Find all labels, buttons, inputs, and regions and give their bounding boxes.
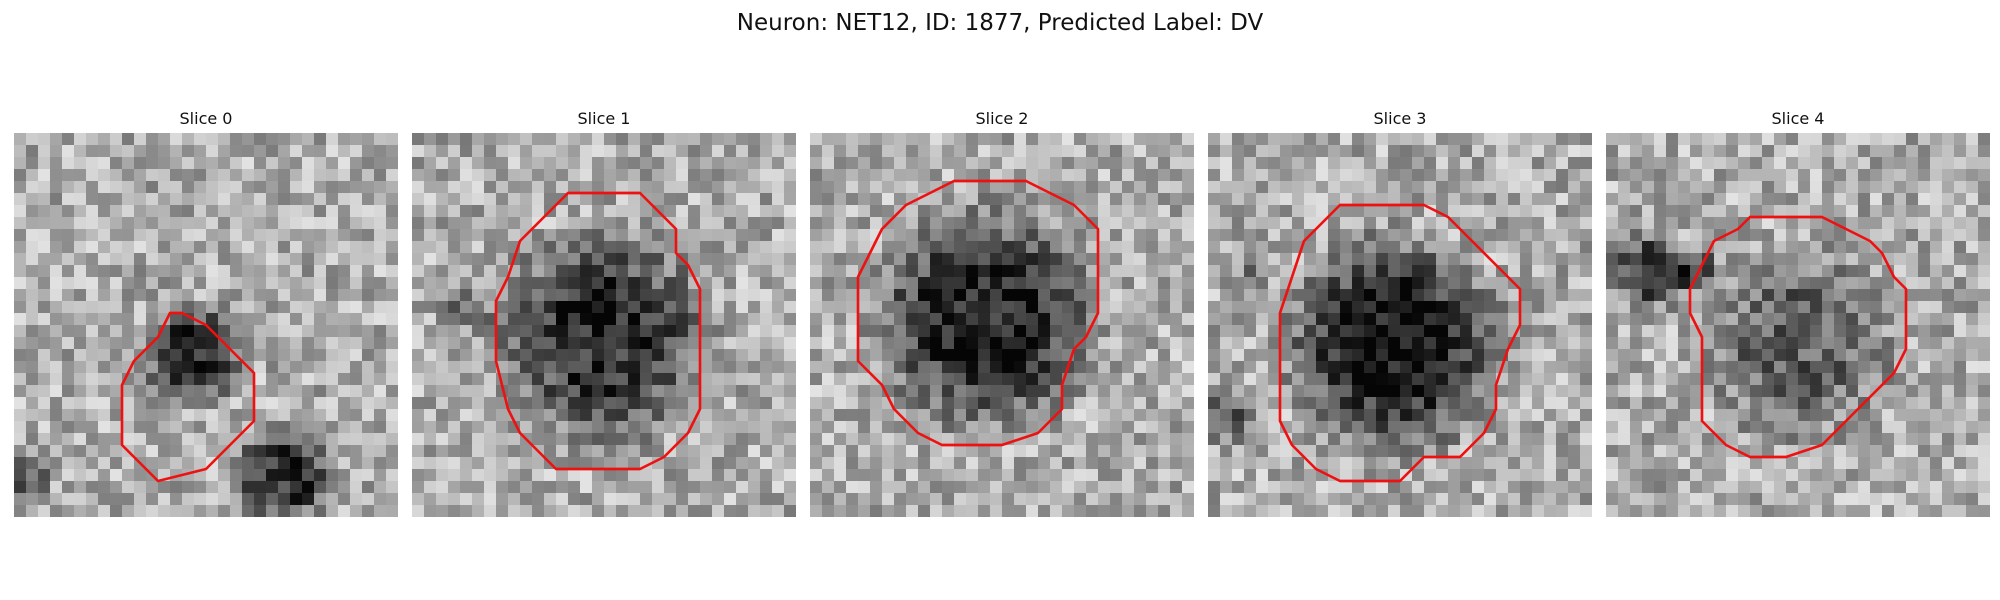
slice-panel-4: Slice 4 xyxy=(1606,108,1990,517)
slice-image-2 xyxy=(810,133,1194,517)
slice-panel-3: Slice 3 xyxy=(1208,108,1592,517)
figure-title: Neuron: NET12, ID: 1877, Predicted Label… xyxy=(736,10,1264,36)
roi-outline-0 xyxy=(120,311,256,483)
roi-outline-2 xyxy=(856,179,1100,447)
slice-title-0: Slice 0 xyxy=(179,109,233,128)
slice-panel-0: Slice 0 xyxy=(14,108,398,517)
slice-image-4 xyxy=(1606,133,1990,517)
slice-image-0 xyxy=(14,133,398,517)
slice-panel-2: Slice 2 xyxy=(810,108,1194,517)
slice-title-3: Slice 3 xyxy=(1373,109,1427,128)
roi-outline-4 xyxy=(1688,215,1908,459)
roi-outline-3 xyxy=(1278,203,1522,483)
roi-outline-1 xyxy=(494,191,702,471)
slice-title-2: Slice 2 xyxy=(975,109,1029,128)
slice-title-1: Slice 1 xyxy=(577,109,631,128)
slice-image-1 xyxy=(412,133,796,517)
slice-panel-1: Slice 1 xyxy=(412,108,796,517)
slice-title-4: Slice 4 xyxy=(1771,109,1825,128)
slice-image-3 xyxy=(1208,133,1592,517)
